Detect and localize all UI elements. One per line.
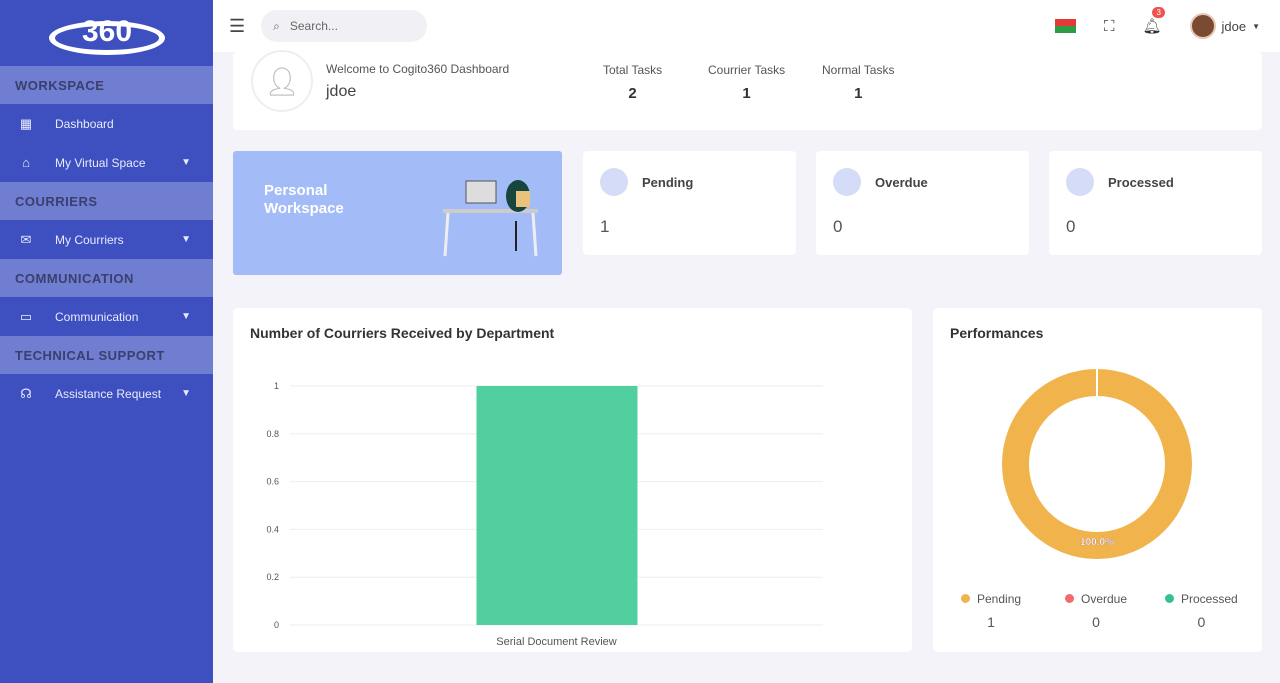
bell-icon[interactable]: 🔔︎ 3 [1142,7,1165,35]
topbar: ☰ ⌕ Search... ⛶ 🔔︎ 3 jdoe ▼ [213,0,1280,52]
status-card-overdue: Overdue 0 [816,151,1029,255]
desk-illustration [443,180,538,257]
flag-icon[interactable] [1054,19,1076,33]
status-card-pending: Pending 1 [583,151,796,255]
sidebar-item-assistance-request[interactable]: ☊ Assistance Request ▼ [0,374,213,413]
sidebar: 360 WORKSPACE ▦ Dashboard ⌂ My Virtual Spa… [0,0,213,683]
pie-chart-card: Performances 100.0% Pending 1 Overdue 0 Pr… [933,308,1262,652]
avatar [1189,13,1216,39]
bar-chart: 0 0.2 0.4 0.6 0.8 1 Serial Document Review [266,381,823,648]
home-icon: ⌂ [22,155,30,170]
headset-icon: ☊ [20,385,32,401]
section-communication: COMMUNICATION [0,259,213,297]
grid-icon: ▦ [19,115,33,131]
donut-slice[interactable] [1002,369,1192,559]
search-placeholder: Search... [289,19,338,33]
label: Assistance Request [55,386,162,401]
chevron-down-icon: ▼ [181,388,191,399]
status-card-processed: Processed 0 [1049,151,1262,255]
y-tick-label: 0 [274,620,279,630]
sidebar-item-my-virtual-space[interactable]: ⌂ My Virtual Space ▼ [0,143,213,182]
label: My Courriers [55,232,124,247]
sidebar-item-my-courriers[interactable]: ✉ My Courriers ▼ [0,220,213,259]
sidebar-item-communication[interactable]: ▭ Communication ▼ [0,297,213,336]
chat-icon: ▭ [19,308,33,324]
bar-chart-title: Number of Courriers Received by Departme… [250,325,555,341]
bar[interactable] [476,386,638,625]
section-courriers: COURRIERS [0,182,213,220]
y-tick-label: 0.8 [266,429,279,439]
y-tick-label: 1 [274,381,279,391]
profile-avatar-icon: 👤︎ [251,50,313,112]
fullscreen-icon[interactable]: ⛶ [1103,17,1115,35]
y-tick-label: 0.2 [266,572,279,582]
mail-icon: ✉ [20,231,32,247]
label: Dashboard [55,116,114,131]
y-tick-label: 0.4 [266,524,279,534]
chevron-down-icon: ▼ [1252,21,1260,31]
y-tick-label: 0.6 [266,477,279,487]
stat-courrier-tasks: Courrier Tasks 1 [708,63,786,102]
x-tick-label: Serial Document Review [496,636,616,648]
label: My Virtual Space [55,155,146,170]
workspace-title: Personal Workspace [264,182,344,217]
welcome-user: jdoe [326,83,357,100]
chevron-down-icon: ▼ [181,157,191,168]
search-input[interactable]: ⌕ Search... [261,10,428,42]
welcome-card: 👤︎ Welcome to Cogito360 Dashboard jdoe T… [233,50,1262,130]
legend-processed: Processed 0 [1165,592,1238,630]
section-workspace: WORKSPACE [0,66,213,104]
notification-badge: 3 [1152,7,1165,18]
sidebar-item-dashboard[interactable]: ▦ Dashboard [0,104,213,143]
chevron-down-icon: ▼ [181,311,191,322]
username: jdoe [1221,18,1247,34]
legend-pending: Pending 1 [961,592,1021,630]
stat-total-tasks: Total Tasks 2 [603,63,663,102]
personal-workspace-card[interactable]: Personal Workspace [233,151,562,275]
stat-normal-tasks: Normal Tasks 1 [822,63,895,102]
logo[interactable]: 360 [0,0,213,66]
section-technical-support: TECHNICAL SUPPORT [0,336,213,374]
chevron-down-icon: ▼ [181,234,191,245]
legend-overdue: Overdue 0 [1065,592,1127,630]
svg-text:360: 360 [81,15,131,48]
bar-chart-card: Number of Courriers Received by Departme… [233,308,912,652]
donut-chart: 100.0% [1002,369,1192,559]
menu-icon[interactable]: ☰ [229,15,246,36]
pie-chart-title: Performances [950,325,1044,341]
user-menu[interactable]: jdoe ▼ [1189,13,1260,39]
welcome-text: Welcome to Cogito360 Dashboard [326,62,510,76]
slice-data-label: 100.0% [1080,537,1114,548]
search-icon: ⌕ [273,18,280,33]
label: Communication [55,309,139,324]
